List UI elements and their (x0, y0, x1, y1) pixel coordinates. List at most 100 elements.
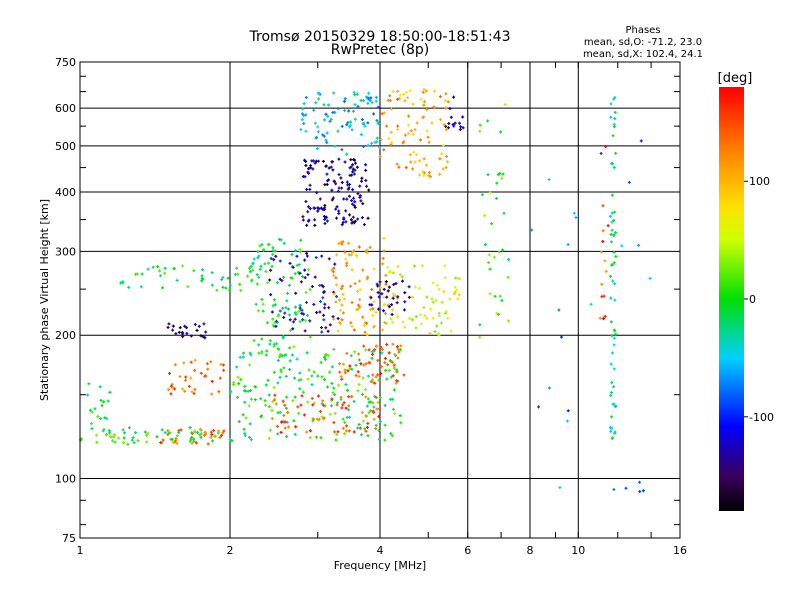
data-point (209, 430, 213, 434)
data-point (324, 112, 328, 116)
data-point (612, 487, 616, 491)
data-point (486, 119, 490, 123)
data-point (354, 373, 358, 377)
data-point (326, 329, 330, 333)
data-point (342, 197, 346, 201)
x-tick-label: 10 (571, 544, 585, 557)
data-point (303, 258, 307, 262)
data-point (446, 100, 450, 104)
data-point (331, 168, 335, 172)
data-point (348, 166, 352, 170)
data-point (323, 222, 327, 226)
data-point (341, 240, 345, 244)
data-point (612, 336, 616, 340)
data-point (193, 322, 197, 326)
data-point (368, 303, 372, 307)
data-point (171, 386, 175, 390)
data-point (355, 165, 359, 169)
data-point (305, 251, 309, 255)
data-point (349, 158, 353, 162)
data-point (210, 271, 214, 275)
data-point (443, 276, 447, 280)
data-point (487, 253, 491, 257)
data-point (308, 207, 312, 211)
data-point (448, 297, 452, 301)
data-point (143, 430, 147, 434)
data-point (270, 310, 274, 314)
data-point (275, 342, 279, 346)
data-point (355, 254, 359, 258)
data-point (286, 410, 290, 414)
data-point (624, 486, 628, 490)
data-point (366, 421, 370, 425)
data-point (329, 117, 333, 121)
data-point (291, 265, 295, 269)
data-point (357, 352, 361, 356)
data-point (506, 319, 510, 323)
data-point (174, 332, 178, 336)
data-point (383, 438, 387, 442)
data-point (433, 330, 437, 334)
data-point (339, 176, 343, 180)
data-point (438, 95, 442, 99)
data-point (276, 359, 280, 363)
data-point (365, 251, 369, 255)
data-point (199, 435, 203, 439)
data-point (327, 103, 331, 107)
data-point (483, 243, 487, 247)
data-point (291, 399, 295, 403)
colorbar-tick-label: 0 (749, 293, 756, 306)
data-point (325, 353, 329, 357)
data-point (296, 405, 300, 409)
data-point (298, 320, 302, 324)
data-point (291, 327, 295, 331)
data-point (382, 302, 386, 306)
data-point (609, 232, 613, 236)
data-point (355, 92, 359, 96)
data-point (280, 370, 284, 374)
data-point (336, 129, 340, 133)
data-point (292, 345, 296, 349)
data-point (331, 196, 335, 200)
data-point (108, 429, 112, 433)
x-tick-label: 2 (227, 544, 234, 557)
data-point (358, 184, 362, 188)
data-point (209, 360, 213, 364)
data-point (364, 168, 368, 172)
data-point (439, 321, 443, 325)
data-point (299, 378, 303, 382)
data-point (424, 89, 428, 93)
data-point (351, 163, 355, 167)
data-point (296, 310, 300, 314)
data-point (361, 202, 365, 206)
data-point (379, 345, 383, 349)
data-point (537, 405, 541, 409)
data-point (441, 143, 445, 147)
data-point (171, 328, 175, 332)
data-point (293, 317, 297, 321)
data-point (609, 296, 613, 300)
data-point (336, 316, 340, 320)
data-point (186, 285, 190, 289)
data-point (344, 368, 348, 372)
data-point (365, 425, 369, 429)
data-point (453, 290, 457, 294)
data-point (146, 431, 150, 435)
data-point (330, 198, 334, 202)
data-point (322, 355, 326, 359)
data-point (285, 299, 289, 303)
data-point (493, 294, 497, 298)
data-point (302, 413, 306, 417)
data-point (380, 292, 384, 296)
data-point (353, 158, 357, 162)
data-point (488, 267, 492, 271)
data-point (260, 414, 264, 418)
data-point (335, 403, 339, 407)
data-point (419, 322, 423, 326)
data-point (299, 403, 303, 407)
data-point (396, 124, 400, 128)
data-point (357, 382, 361, 386)
data-point (402, 373, 406, 377)
data-point (613, 110, 617, 114)
data-point (166, 432, 170, 436)
